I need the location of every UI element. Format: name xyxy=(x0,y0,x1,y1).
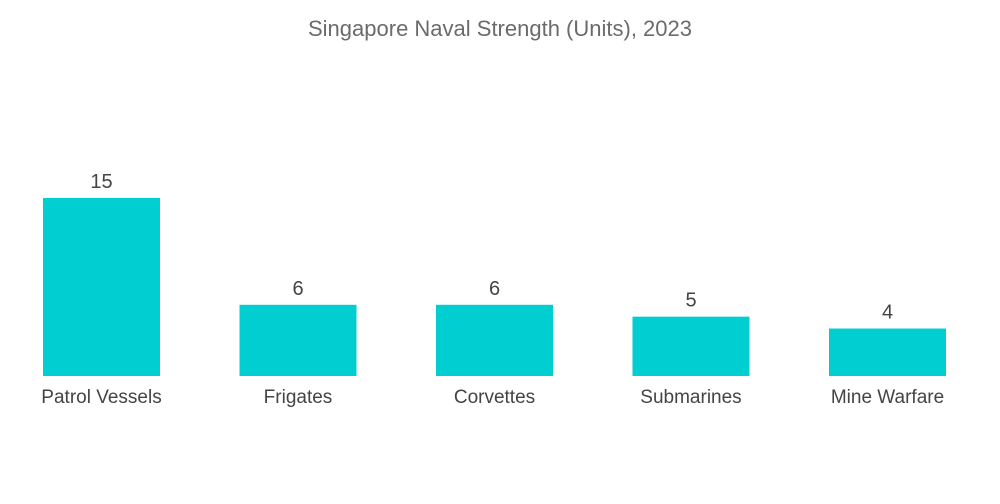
bar-submarines xyxy=(632,316,750,376)
category-label-submarines: Submarines xyxy=(640,387,741,408)
category-label-corvettes: Corvettes xyxy=(454,387,535,408)
chart-title: Singapore Naval Strength (Units), 2023 xyxy=(308,16,692,41)
category-label-patrol-vessels: Patrol Vessels xyxy=(41,387,161,408)
bar-mine-warfare xyxy=(829,328,946,376)
bar-corvettes xyxy=(436,304,553,376)
value-label-patrol-vessels: 15 xyxy=(90,171,112,193)
value-label-frigates: 6 xyxy=(292,278,303,300)
value-label-corvettes: 6 xyxy=(489,278,500,300)
value-label-submarines: 5 xyxy=(685,290,696,312)
value-label-mine-warfare: 4 xyxy=(882,302,893,324)
bar-frigates xyxy=(239,304,357,376)
category-label-frigates: Frigates xyxy=(264,387,333,408)
bar-patrol-vessels xyxy=(43,198,160,376)
category-label-mine-warfare: Mine Warfare xyxy=(831,387,944,408)
